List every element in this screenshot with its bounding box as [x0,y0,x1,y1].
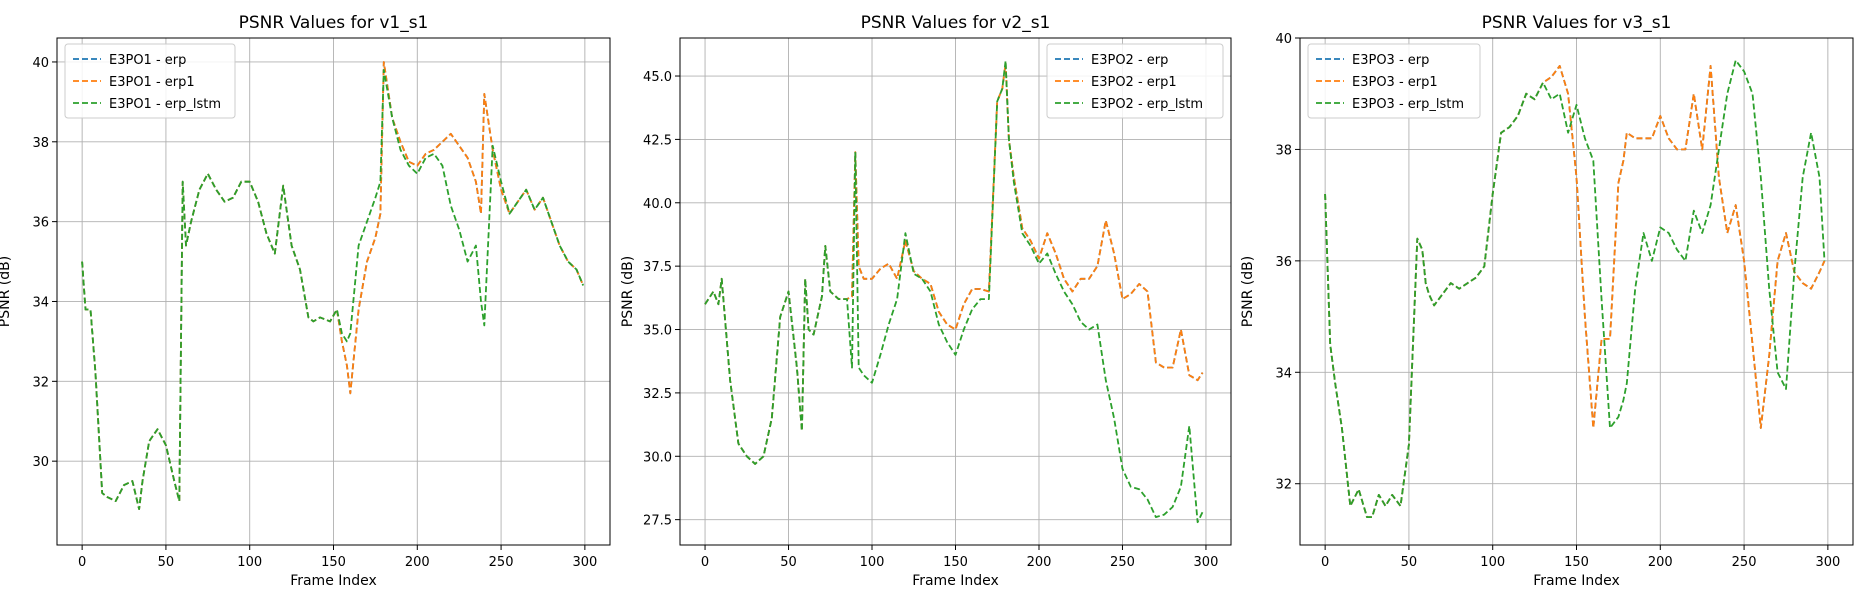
x-tick-label: 150 [321,555,346,570]
series-line-2 [704,62,1204,465]
y-tick-label: 45.0 [643,70,672,85]
x-tick-label: 50 [1401,555,1418,570]
series-line-1 [704,62,1204,465]
series-line-1 [1324,65,1826,518]
chart-panel-3: 0 50 100 150 200 250 300 32 34 36 38 40 PSNR Values … [1240,13,1854,589]
legend-item-label: E3PO1 - erp_lstm [109,97,221,112]
y-tick-label: 40 [1275,32,1292,47]
legend: E3PO2 - erp E3PO2 - erp1 E3PO2 - erp_lstm [1046,43,1224,119]
x-tick-label: 250 [1110,555,1135,570]
y-axis-label: PSNR (dB) [0,256,13,327]
x-tick-label: 300 [572,555,597,570]
series-line-3 [81,69,585,511]
x-tick-label: 300 [1815,555,1840,570]
legend-item-label: E3PO2 - erp [1091,53,1168,68]
y-tick-label: 32 [1275,478,1292,493]
x-tick-label: 100 [860,555,885,570]
series-line-3 [1324,59,1826,518]
x-tick-label: 0 [1321,555,1329,570]
chart-panel-1: 0 50 100 150 200 250 300 30 32 34 36 38 40 PSNR Value… [0,13,611,589]
y-tick-label: 36 [1275,255,1292,270]
y-axis-label: PSNR (dB) [620,256,636,327]
series-line-2 [1324,65,1826,518]
chart-panel-2: 0 50 100 150 200 250 300 27.5 30.0 32.5 35.0 37.5 40… [620,13,1232,589]
x-tick-label: 150 [943,555,968,570]
y-tick-label: 38 [1275,143,1292,158]
y-tick-label: 40.0 [643,197,672,212]
legend-item-label: E3PO3 - erp1 [1352,75,1438,90]
y-tick-label: 32 [32,375,49,390]
x-tick-label: 200 [1648,555,1673,570]
y-tick-label: 30.0 [643,450,672,465]
legend-item-label: E3PO2 - erp1 [1091,75,1177,90]
x-tick-label: 300 [1194,555,1219,570]
x-axis-label: Frame Index [1533,573,1620,589]
legend-item-label: E3PO1 - erp [109,53,186,68]
y-tick-label: 27.5 [643,514,672,529]
y-tick-label: 30 [32,455,49,470]
x-tick-label: 250 [1732,555,1757,570]
x-tick-label: 0 [701,555,709,570]
y-tick-label: 34 [1275,366,1292,381]
chart-title: PSNR Values for v3_s1 [1482,13,1672,33]
x-axis-label: Frame Index [912,573,999,589]
y-tick-label: 34 [32,295,49,310]
chart-title: PSNR Values for v1_s1 [239,13,429,33]
legend-item-label: E3PO3 - erp_lstm [1352,97,1464,112]
legend: E3PO3 - erp E3PO3 - erp1 E3PO3 - erp_lstm [1307,43,1481,119]
x-tick-label: 50 [780,555,797,570]
legend-box [1046,43,1224,119]
x-tick-label: 200 [405,555,430,570]
x-tick-label: 250 [489,555,514,570]
y-tick-label: 32.5 [643,387,672,402]
series-line-1 [81,61,585,511]
y-axis-label: PSNR (dB) [1240,256,1256,327]
legend-item-label: E3PO1 - erp1 [109,75,195,90]
y-tick-label: 35.0 [643,324,672,339]
legend-box [64,43,236,119]
x-tick-label: 150 [1564,555,1589,570]
y-tick-label: 36 [32,216,49,231]
x-tick-label: 100 [237,555,262,570]
legend-item-label: E3PO3 - erp [1352,53,1429,68]
legend: E3PO1 - erp E3PO1 - erp1 E3PO1 - erp_lstm [64,43,236,119]
x-tick-label: 50 [158,555,175,570]
y-tick-label: 38 [32,136,49,151]
chart-title: PSNR Values for v2_s1 [861,13,1051,33]
series-line-3 [704,59,1204,524]
y-tick-label: 42.5 [643,133,672,148]
x-tick-label: 100 [1480,555,1505,570]
x-tick-label: 200 [1027,555,1052,570]
legend-item-label: E3PO2 - erp_lstm [1091,97,1203,112]
x-axis-label: Frame Index [290,573,377,589]
series-line-2 [81,61,585,511]
legend-box [1307,43,1481,119]
x-tick-label: 0 [78,555,86,570]
y-tick-label: 40 [32,56,49,71]
y-tick-label: 37.5 [643,260,672,275]
